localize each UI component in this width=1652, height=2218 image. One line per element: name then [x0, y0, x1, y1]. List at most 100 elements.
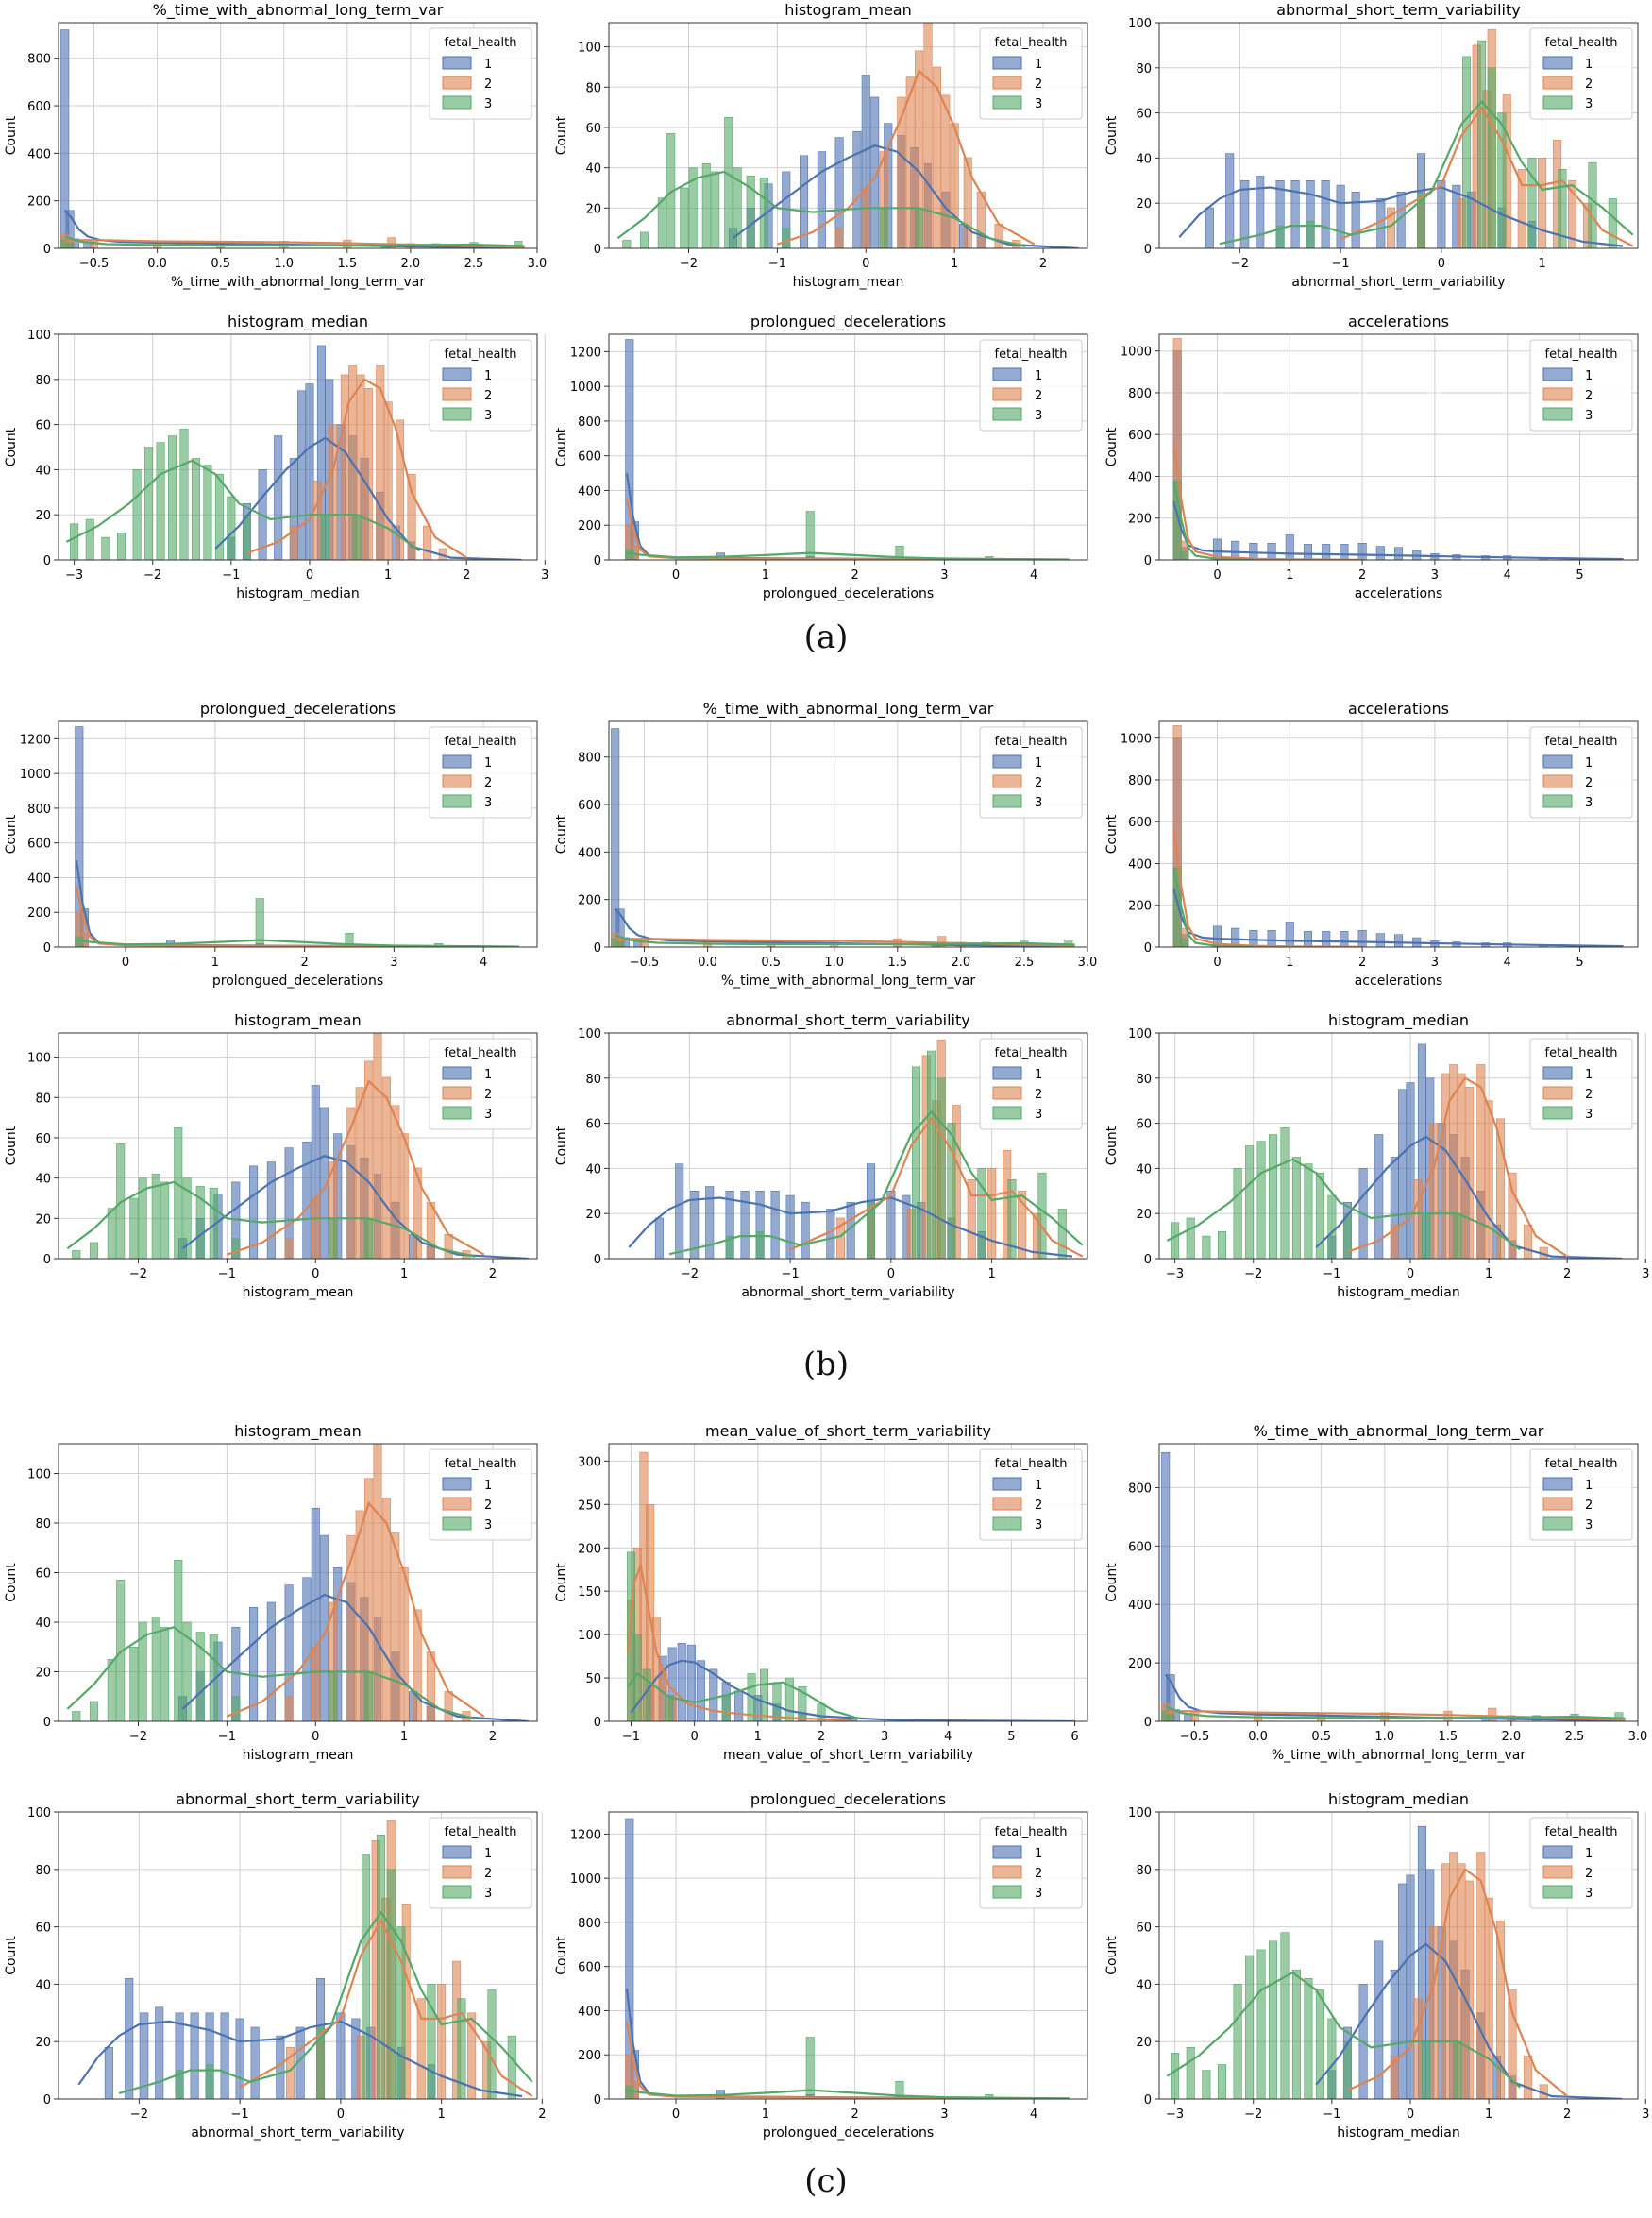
x-tick-label: 0	[122, 956, 129, 970]
bar-class-1	[65, 210, 75, 248]
bar-class-3	[782, 228, 791, 248]
legend-swatch-2	[1542, 1497, 1573, 1511]
chart-panel-7: prolongued_decelerations 0 200 400 600 800 100…	[4, 700, 538, 989]
bar-class-1	[740, 1191, 750, 1259]
bar-class-2	[391, 1532, 400, 1721]
kde-line-class-2	[239, 1919, 533, 2097]
y-tick-label: 0	[43, 1253, 51, 1267]
y-tick-label: 60	[1136, 108, 1152, 122]
x-tick-label: 1	[400, 1267, 408, 1281]
bar-class-2	[391, 1105, 400, 1259]
bar-class-2	[1538, 158, 1547, 248]
y-tick-label: 1200	[570, 1828, 601, 1842]
bar-class-1	[1240, 180, 1250, 248]
bar-class-3	[151, 1617, 160, 1721]
x-axis-label: %_time_with_abnormal_long_term_var	[1272, 1748, 1526, 1763]
legend-swatch-1	[442, 1066, 472, 1080]
y-tick-label: 200	[578, 2049, 601, 2063]
x-tick-label: −2	[1244, 2108, 1262, 2122]
bar-class-3	[1608, 198, 1617, 248]
bar-class-3	[1256, 1949, 1266, 2099]
plot-frame	[58, 720, 538, 948]
kde-line-class-1	[625, 1988, 1070, 2099]
legend-label-2: 2	[1585, 1867, 1593, 1881]
kde-line-class-1	[1178, 186, 1624, 247]
legend-label-2: 2	[1585, 1498, 1593, 1513]
kde-line-class-1	[630, 1659, 1075, 1721]
x-axis-label: histogram_mean	[793, 275, 904, 290]
x-axis-label: abnormal_short_term_variability	[191, 2125, 404, 2141]
legend-label-3: 3	[1585, 1887, 1593, 1901]
bar-class-3	[362, 1854, 371, 2099]
bar-class-1	[625, 1818, 634, 2099]
y-tick-label: 80	[35, 1092, 51, 1106]
legend-title: fetal_health	[1545, 1046, 1618, 1060]
kde-line-class-2	[1172, 829, 1363, 947]
x-tick-label: 1	[951, 257, 958, 271]
legend-title: fetal_health	[445, 36, 517, 50]
y-tick-label: 40	[35, 1978, 51, 1992]
bar-class-3	[132, 469, 142, 560]
bar-class-1	[1357, 542, 1367, 560]
bar-class-3	[160, 1626, 170, 1721]
histogram-bars	[622, 23, 1021, 248]
legend-label-3: 3	[1585, 796, 1593, 810]
y-tick-label: 100	[1128, 1027, 1152, 1041]
y-tick-label: 0	[43, 243, 51, 257]
y-tick-label: 600	[578, 1961, 601, 1975]
plot-frame	[1158, 22, 1639, 249]
bar-class-3	[805, 2037, 815, 2099]
kde-line-class-3	[616, 170, 1026, 247]
bar-class-2	[467, 2012, 477, 2099]
legend-title: fetal_health	[445, 347, 517, 362]
plot-frame	[608, 22, 1088, 249]
bar-class-3	[70, 523, 79, 560]
chart-title: prolongued_decelerations	[750, 1790, 946, 1809]
legend: fetal_health 1 2 3	[429, 1038, 532, 1130]
y-tick-label: 60	[585, 122, 601, 136]
histogram-bars	[626, 1451, 858, 1721]
x-tick-label: −2	[681, 1267, 699, 1281]
bar-class-2	[1484, 1100, 1493, 1259]
y-tick-label: 60	[35, 419, 51, 433]
bar-class-2	[289, 525, 298, 560]
kde-line-class-3	[1166, 1971, 1522, 2089]
x-tick-label: 3	[390, 956, 397, 970]
bar-class-1	[1306, 180, 1315, 248]
bar-class-2	[364, 1478, 374, 1721]
y-tick-label: 80	[35, 374, 51, 388]
y-tick-label: 1000	[1121, 733, 1152, 747]
chart-panel-15: %_time_with_abnormal_long_term_var 0 200 40…	[1104, 1422, 1647, 1763]
legend-label-2: 2	[1035, 1867, 1042, 1881]
bar-class-2	[444, 1234, 453, 1259]
plot-frame	[58, 22, 538, 249]
histogram-bars	[625, 1818, 994, 2099]
legend: fetal_health 1 2 3	[429, 1448, 532, 1541]
legend-swatch-2	[1542, 1086, 1573, 1100]
bar-class-3	[622, 240, 632, 248]
bar-class-3	[711, 171, 720, 248]
bar-class-2	[416, 1998, 426, 2099]
y-tick-label: 200	[578, 519, 601, 533]
chart-title: abnormal_short_term_variability	[726, 1011, 969, 1030]
kde-line-class-3	[627, 1671, 860, 1720]
bar-class-2	[963, 157, 972, 248]
chart-title: prolongued_decelerations	[750, 313, 946, 331]
y-axis-label: Count	[1104, 1936, 1120, 1975]
x-tick-label: 1	[211, 956, 219, 970]
bar-class-3	[665, 1695, 674, 1721]
bar-class-2	[426, 1201, 435, 1259]
legend-swatch-1	[442, 754, 472, 769]
y-tick-label: 60	[35, 1922, 51, 1936]
bar-class-1	[1357, 929, 1367, 947]
legend: fetal_health 1 2 3	[979, 27, 1083, 120]
legend-swatch-2	[442, 774, 472, 788]
x-axis-label: prolongued_decelerations	[763, 586, 934, 601]
plot-frame	[58, 1811, 538, 2100]
x-tick-label: 2	[489, 1267, 497, 1281]
bar-class-2	[413, 1167, 422, 1259]
legend-title: fetal_health	[1545, 735, 1618, 749]
x-tick-label: −3	[1166, 2108, 1184, 2122]
y-tick-label: 100	[27, 1468, 51, 1482]
